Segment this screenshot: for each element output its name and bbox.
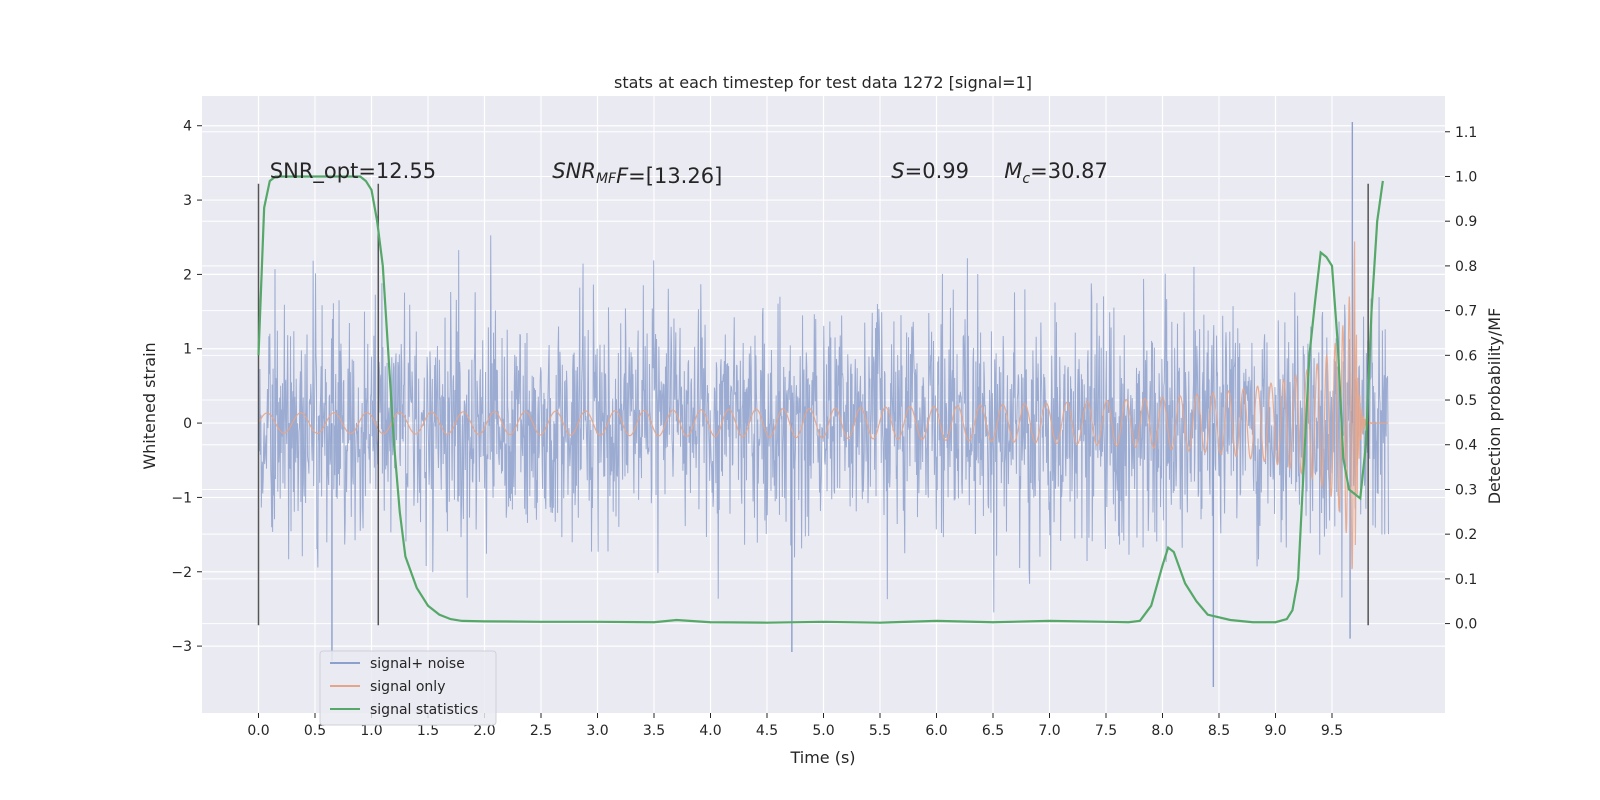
chart-title: stats at each timestep for test data 127… bbox=[614, 73, 1032, 92]
annotation-mc: Mc=30.87 bbox=[1004, 159, 1108, 187]
x-tick-label: 5.0 bbox=[812, 723, 834, 739]
x-tick-label: 1.5 bbox=[417, 723, 439, 739]
y-tick-label: 1 bbox=[183, 342, 192, 358]
x-tick-label: 5.5 bbox=[869, 723, 891, 739]
x-tick-label: 6.0 bbox=[925, 723, 947, 739]
signal-only-series bbox=[257, 241, 1389, 570]
x-tick-label: 9.5 bbox=[1321, 723, 1343, 739]
legend-label-signal-statistics: signal statistics bbox=[370, 702, 478, 718]
legend-label-signal-noise: signal+ noise bbox=[370, 656, 465, 672]
signal-noise-series bbox=[258, 122, 1389, 687]
right-y-tick-label: 1.0 bbox=[1455, 169, 1477, 185]
right-y-tick-label: 0.9 bbox=[1455, 214, 1477, 230]
legend-box bbox=[319, 650, 497, 726]
x-tick-label: 4.5 bbox=[756, 723, 778, 739]
x-axis-label: Time (s) bbox=[789, 748, 855, 767]
right-y-tick-label: 0.7 bbox=[1455, 304, 1477, 320]
x-tick-label: 3.0 bbox=[586, 723, 608, 739]
y-tick-label: 0 bbox=[183, 416, 192, 432]
right-y-tick-label: 0.0 bbox=[1455, 617, 1477, 633]
x-tick-label: 0.5 bbox=[304, 723, 326, 739]
y-ticks: 4 3 2 1 0 −1 −2 −3 bbox=[171, 119, 202, 655]
annotation-snr-opt: SNR_opt=12.55 bbox=[270, 159, 436, 184]
annotations: SNR_opt=12.55 SNRMFF=[13.26] S=0.99 Mc=30.8… bbox=[270, 159, 1108, 188]
right-y-tick-label: 0.1 bbox=[1455, 572, 1477, 588]
right-y-tick-label: 0.5 bbox=[1455, 393, 1477, 409]
right-y-axis-label: Detection probability/MF bbox=[1485, 308, 1504, 505]
signal-statistics-series bbox=[257, 175, 1384, 624]
y-tick-label: −3 bbox=[171, 639, 192, 655]
x-tick-label: 8.0 bbox=[1151, 723, 1173, 739]
x-tick-label: 0.0 bbox=[247, 723, 269, 739]
right-y-tick-label: 0.2 bbox=[1455, 527, 1477, 543]
x-ticks: 0.0 0.5 1.0 1.5 2.0 2.5 3.0 3.5 4.0 4.5 5.0 5.5 6.0 6… bbox=[247, 713, 1343, 739]
x-tick-label: 3.5 bbox=[643, 723, 665, 739]
right-y-tick-label: 0.6 bbox=[1455, 348, 1477, 364]
x-tick-label: 6.5 bbox=[982, 723, 1004, 739]
annotation-snr-mf: SNRMFF=[13.26] bbox=[552, 159, 722, 188]
x-tick-label: 7.5 bbox=[1095, 723, 1117, 739]
right-y-tick-label: 0.8 bbox=[1455, 259, 1477, 275]
right-y-tick-label: 0.4 bbox=[1455, 438, 1477, 454]
noise-trace bbox=[258, 235, 1389, 613]
x-tick-label: 1.0 bbox=[360, 723, 382, 739]
y-tick-label: −2 bbox=[171, 565, 192, 581]
legend-label-signal-only: signal only bbox=[370, 679, 445, 695]
annotation-s-stat: S=0.99 bbox=[891, 159, 969, 183]
x-tick-label: 9.0 bbox=[1264, 723, 1286, 739]
statistics-line bbox=[257, 175, 1384, 624]
x-tick-label: 2.0 bbox=[473, 723, 495, 739]
y-axis-label: Whitened strain bbox=[140, 342, 159, 469]
y-tick-label: 3 bbox=[183, 193, 192, 209]
right-y-tick-label: 1.1 bbox=[1455, 125, 1477, 141]
right-y-tick-label: 0.3 bbox=[1455, 482, 1477, 498]
legend: signal+ noise signal only signal statist… bbox=[319, 650, 497, 726]
x-tick-label: 2.5 bbox=[530, 723, 552, 739]
x-tick-label: 4.0 bbox=[699, 723, 721, 739]
y-tick-label: 2 bbox=[183, 267, 192, 283]
x-tick-label: 7.0 bbox=[1038, 723, 1060, 739]
x-tick-label: 8.5 bbox=[1208, 723, 1230, 739]
y-tick-label: −1 bbox=[171, 490, 192, 506]
right-y-ticks: 1.1 1.0 0.9 0.8 0.7 0.6 0.5 0.4 0.3 0.2 0.1 0.0 bbox=[1445, 125, 1477, 633]
y-tick-label: 4 bbox=[183, 119, 192, 135]
chirp-trace bbox=[257, 241, 1389, 570]
